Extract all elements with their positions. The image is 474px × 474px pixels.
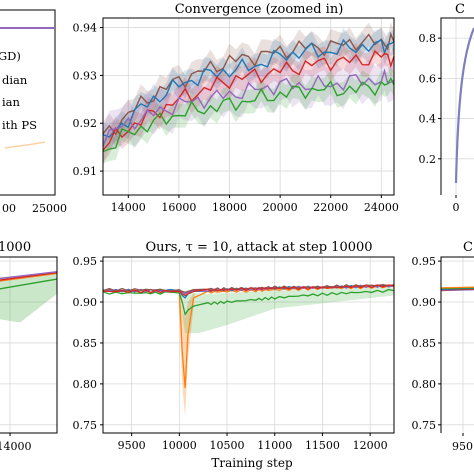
series-line — [102, 49, 395, 151]
confidence-band — [179, 287, 394, 334]
series-lines — [440, 286, 474, 292]
axis-ticks: 14000 16000 18000 20000 22000 24000 0.91 0.92 0.… — [73, 22, 399, 214]
series-line — [440, 286, 474, 289]
series-line — [0, 278, 58, 290]
x-tick-label: 12000 — [353, 439, 388, 452]
legend-band-sample — [4, 141, 46, 149]
confidence-band — [103, 66, 394, 164]
plot-frame — [440, 256, 474, 433]
series-lines — [102, 31, 395, 153]
chart-title: C — [455, 2, 465, 17]
y-tick-label: 0.80 — [412, 378, 437, 391]
x-axis-label: Training step — [211, 456, 293, 470]
y-tick-label: 0.85 — [73, 337, 98, 350]
legend-entry-2: ian — [2, 95, 21, 109]
grid — [0, 257, 57, 433]
x-tick-label: 16000 — [161, 201, 196, 214]
y-tick-label: 0.75 — [73, 419, 98, 432]
x-tick-label: 25000 — [32, 202, 67, 215]
plot-frame — [440, 17, 474, 195]
x-tick-label: 14000 — [111, 201, 146, 214]
series-line — [0, 271, 58, 281]
x-tick-label: 950 — [452, 440, 473, 453]
x-tick-label: 0 — [453, 201, 460, 214]
grid — [103, 257, 394, 433]
plot-frame — [102, 17, 395, 196]
series-line — [440, 287, 474, 290]
series-lines — [102, 283, 395, 389]
x-tick-label: 14000 — [0, 440, 32, 453]
x-tick-label: 20000 — [263, 201, 298, 214]
x-tick-label: 11000 — [257, 439, 292, 452]
y-tick-label: 0.85 — [412, 337, 437, 350]
plot-frame — [102, 256, 395, 434]
chart-title: Convergence (zoomed in) — [175, 2, 344, 17]
panel-top-left-frame — [0, 9, 56, 196]
chart-title: Ours, τ = 10, attack at step 10000 — [145, 240, 372, 255]
confidence-bands — [103, 22, 394, 166]
legend-entry-0: GD) — [0, 49, 21, 63]
series-line — [454, 27, 474, 183]
axis-ticks: 9500 10000 10500 11000 11500 12000 0.75 0.80 0.8… — [73, 255, 388, 452]
y-tick-label: 0.6 — [419, 72, 437, 85]
y-tick-label: 0.91 — [73, 165, 98, 178]
axis-ticks: 0.2 0.4 0.6 0.8 0 — [419, 32, 460, 214]
chart-title: C — [463, 240, 473, 255]
x-tick-label: 10500 — [210, 439, 245, 452]
y-tick-label: 0.95 — [73, 255, 98, 268]
legend-entry-3: ith PS — [2, 118, 37, 132]
y-tick-label: 0.4 — [419, 113, 437, 126]
x-tick-label: 9500 — [118, 439, 146, 452]
series-line — [102, 77, 395, 153]
axis-ticks: 14000 — [0, 433, 32, 453]
confidence-band — [103, 39, 394, 163]
panel-bottom-left: 1000 14000 — [0, 240, 58, 453]
y-tick-label: 0.92 — [73, 117, 98, 130]
panel-bottom-right: C 0.75 0.80 0.85 0.90 0.95 950 — [412, 240, 474, 453]
x-tick-label: 24000 — [364, 201, 399, 214]
series-line — [102, 284, 395, 297]
y-tick-label: 0.8 — [419, 32, 437, 45]
y-tick-label: 0.90 — [412, 296, 437, 309]
y-tick-label: 0.2 — [419, 153, 437, 166]
confidence-band — [103, 22, 394, 147]
axis-ticks: 0.75 0.80 0.85 0.90 0.95 950 — [412, 255, 474, 453]
panel-top-middle: Convergence (zoomed in) 14000 16000 18000 2… — [73, 2, 399, 214]
series-lines — [0, 271, 58, 290]
confidence-band — [0, 273, 57, 323]
legend-box: GD) dian ian ith PS — [0, 49, 37, 132]
legend-entry-1: dian — [2, 73, 28, 87]
y-tick-label: 0.80 — [73, 378, 98, 391]
series-line — [0, 271, 58, 280]
series-line — [102, 68, 395, 147]
y-tick-label: 0.95 — [412, 255, 437, 268]
y-tick-label: 0.93 — [73, 69, 98, 82]
y-tick-label: 0.90 — [73, 296, 98, 309]
series-line — [102, 38, 395, 138]
panel-top-right: C 0.2 0.4 0.6 0.8 0 — [419, 2, 474, 214]
y-tick-label: 0.94 — [73, 22, 98, 35]
panel-top-left: GD) dian ian ith PS 00 25000 — [0, 9, 67, 215]
series-line — [102, 288, 395, 316]
x-tick-label: 11500 — [305, 439, 340, 452]
grid — [441, 257, 474, 433]
x-tick-label: 18000 — [212, 201, 247, 214]
plot-frame — [0, 256, 58, 434]
confidence-bands — [178, 287, 394, 417]
x-tick-label: 22000 — [313, 201, 348, 214]
y-tick-label: 0.75 — [412, 419, 437, 432]
series-line — [0, 272, 58, 282]
chart-title: 1000 — [0, 240, 31, 255]
confidence-band — [103, 28, 394, 149]
x-tick-label: 10000 — [162, 439, 197, 452]
panel-bottom-middle: Ours, τ = 10, attack at step 10000 9500 1… — [73, 240, 395, 470]
x-tick-label: 00 — [2, 202, 16, 215]
